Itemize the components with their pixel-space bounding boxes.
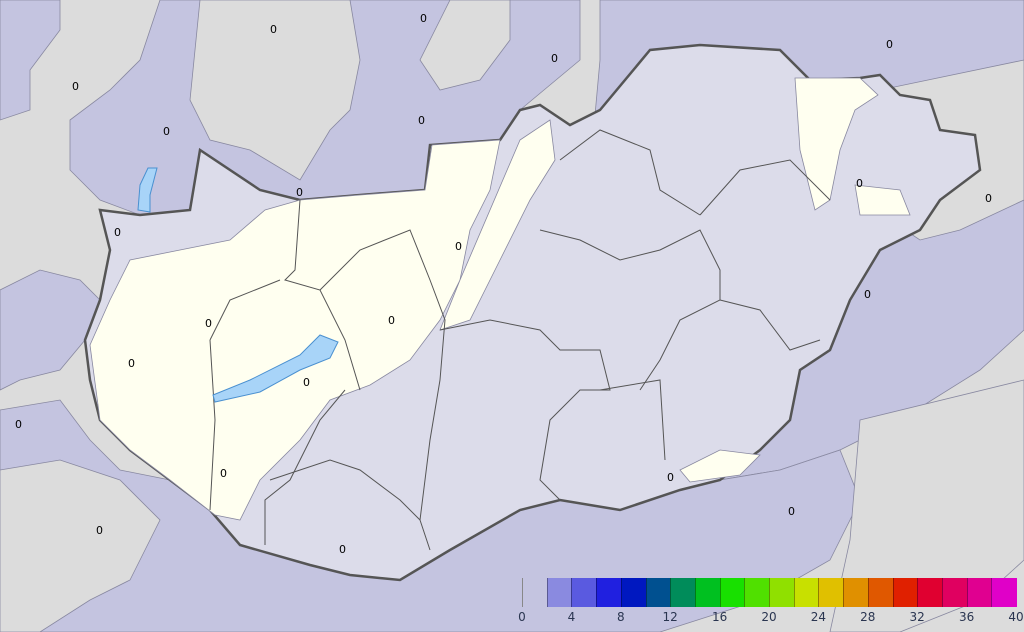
legend-tick-label: 36 bbox=[958, 610, 975, 624]
contour-label: 0 bbox=[15, 418, 22, 431]
county-borders bbox=[209, 129, 831, 551]
legend-bin bbox=[769, 578, 795, 607]
legend-bin bbox=[941, 578, 968, 607]
contour-label: 0 bbox=[420, 12, 427, 25]
contour-label: 0 bbox=[296, 186, 303, 199]
legend-bin bbox=[917, 578, 943, 607]
legend-tick-label: 24 bbox=[810, 610, 827, 624]
legend-bin bbox=[546, 578, 573, 607]
legend-tick-label: 0 bbox=[518, 610, 526, 624]
legend-zero-line bbox=[522, 578, 523, 607]
legend-tick-label: 28 bbox=[860, 610, 876, 624]
contour-label: 0 bbox=[388, 314, 395, 327]
legend-tick-label: 16 bbox=[711, 610, 728, 624]
contour-label: 0 bbox=[339, 543, 346, 556]
legend-tick-label: 4 bbox=[567, 610, 576, 624]
contour-label: 0 bbox=[205, 317, 212, 330]
legend-tick-label: 40 bbox=[1008, 610, 1024, 624]
legend-bin bbox=[966, 578, 993, 607]
color-legend: 0 4 8 12 16 20 24 28 32 36 40 bbox=[518, 578, 1024, 632]
lake-balaton bbox=[212, 334, 339, 403]
legend-bin bbox=[818, 578, 845, 607]
legend-bin bbox=[719, 578, 746, 607]
contour-label: 0 bbox=[856, 177, 863, 190]
contour-label: 0 bbox=[96, 524, 103, 537]
legend-bin bbox=[645, 578, 672, 607]
legend-tick-label: 12 bbox=[662, 610, 678, 624]
contour-label: 0 bbox=[220, 467, 227, 480]
contour-label: 0 bbox=[788, 505, 795, 518]
contour-label: 0 bbox=[114, 226, 121, 239]
legend-bin bbox=[670, 578, 696, 607]
legend-bin bbox=[744, 578, 770, 607]
contour-label: 0 bbox=[270, 23, 277, 36]
contour-label: 0 bbox=[551, 52, 558, 65]
contour-label: 0 bbox=[886, 38, 893, 51]
legend-bin bbox=[867, 578, 894, 607]
legend-bin bbox=[694, 578, 721, 607]
legend-tick-label: 8 bbox=[616, 610, 625, 624]
contour-label: 0 bbox=[864, 288, 871, 301]
contour-label: 0 bbox=[418, 114, 425, 127]
contour-label: 0 bbox=[303, 376, 310, 389]
contour-label: 0 bbox=[163, 125, 170, 138]
contour-label: 0 bbox=[667, 471, 674, 484]
legend-bin bbox=[571, 578, 598, 607]
legend-bin bbox=[843, 578, 869, 607]
contour-label: 0 bbox=[72, 80, 79, 93]
lakes bbox=[137, 167, 339, 403]
legend-bin bbox=[596, 578, 622, 607]
legend-tick-label: 32 bbox=[909, 610, 925, 624]
legend-bin bbox=[620, 578, 647, 607]
contour-label: 0 bbox=[128, 357, 135, 370]
lake-neusiedl bbox=[137, 167, 158, 213]
legend-bin bbox=[892, 578, 919, 607]
contour-label: 0 bbox=[985, 192, 992, 205]
legend-bin bbox=[991, 578, 1017, 607]
legend-bin bbox=[793, 578, 820, 607]
contour-label: 0 bbox=[455, 240, 462, 253]
contour-labels: 0 0 0 0 0 0 0 0 0 0 0 0 0 0 0 0 0 0 0 0 … bbox=[15, 12, 992, 556]
legend-tick-label: 20 bbox=[761, 610, 777, 624]
